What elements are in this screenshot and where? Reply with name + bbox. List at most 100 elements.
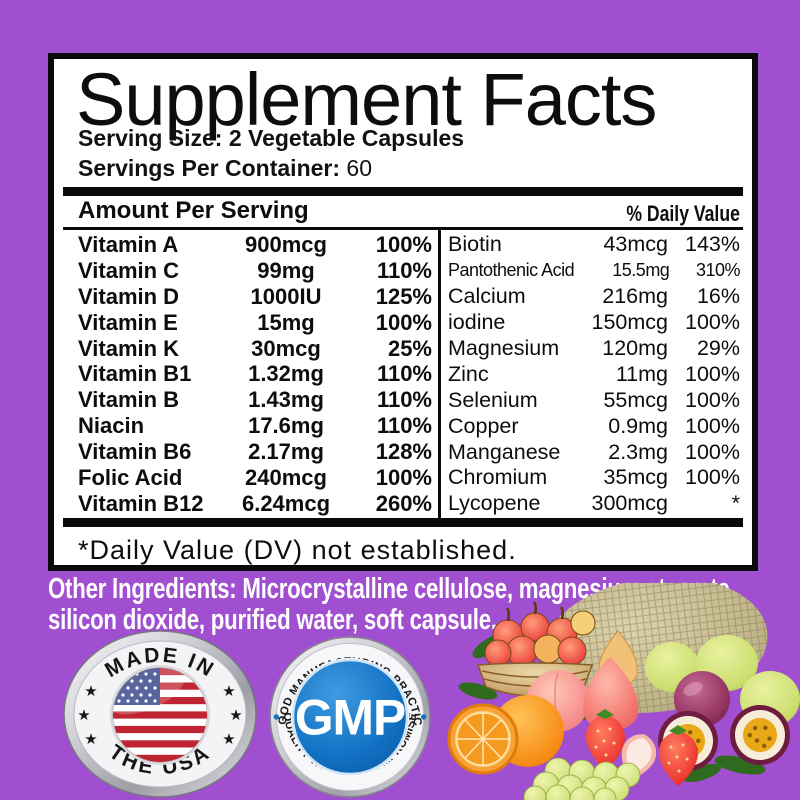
nutrient-dv: 128%: [375, 439, 432, 465]
nutrient-name: Vitamin B6: [78, 439, 192, 465]
nutrient-row: Vitamin B12 6.24mcg 260%: [78, 491, 432, 517]
nutrient-dv: *: [731, 491, 740, 516]
nutrient-amount: 1.43mg: [248, 387, 324, 413]
servings-label: Servings Per Container:: [78, 155, 341, 181]
nutrient-name: Lycopene: [448, 491, 541, 516]
nutrient-amount: 99mg: [257, 257, 315, 283]
dv-footnote: *Daily Value (DV) not established.: [78, 535, 517, 565]
svg-text:★: ★: [229, 707, 242, 724]
nutrient-dv: 110%: [376, 361, 432, 387]
amount-per-serving-header: Amount Per Serving: [78, 197, 309, 224]
nutrient-name: Vitamin E: [78, 309, 178, 335]
nutrient-dv: 100%: [685, 310, 740, 335]
nutrient-row: Folic Acid 240mcg 100%: [78, 465, 432, 491]
nutrient-name: Selenium: [448, 387, 538, 412]
nutrient-amount: 1.32mg: [248, 361, 324, 387]
nutrient-name: Copper: [448, 413, 519, 438]
nutrient-amount: 120mg: [602, 336, 668, 360]
made-in-usa-badge: MADE IN THE USA ★★★ ★★★: [63, 630, 257, 798]
svg-text:★: ★: [222, 731, 235, 748]
nutrient-name: Vitamin B12: [78, 490, 204, 516]
nutrient-amount: 6.24mcg: [241, 490, 331, 516]
nutrient-name: Biotin: [448, 232, 502, 257]
nutrient-amount: 15.5mg: [612, 260, 670, 281]
nutrient-row: Copper 0.9mg 100%: [448, 413, 740, 439]
nutrient-name: Vitamin A: [78, 231, 179, 257]
nutrient-dv: 110%: [376, 413, 432, 439]
nutrient-amount: 35mcg: [603, 465, 668, 490]
nutrient-row: Vitamin E 15mg 100%: [78, 310, 432, 336]
nutrient-amount: 300mcg: [591, 491, 669, 516]
nutrient-amount: 0.9mg: [608, 413, 668, 438]
nutrient-name: Zinc: [448, 361, 489, 386]
nutrient-dv: 100%: [685, 465, 740, 490]
nutrient-name: Magnesium: [448, 336, 560, 360]
nutrient-amount: 30mcg: [251, 335, 321, 361]
nutrient-row: Vitamin B1 1.32mg 110%: [78, 361, 432, 387]
nutrient-dv: 100%: [685, 361, 740, 386]
nutrient-dv: 100%: [685, 387, 740, 412]
nutrient-row: Magnesium 120mg 29%: [448, 336, 740, 362]
svg-text:★: ★: [84, 683, 97, 700]
nutrient-row: Vitamin D 1000IU 125%: [78, 284, 432, 310]
nutrient-amount: 43mcg: [603, 232, 668, 257]
nutrient-name: Vitamin K: [78, 335, 180, 361]
nutrient-name: Calcium: [448, 284, 526, 309]
servings-value: 60: [346, 155, 373, 181]
panel-title: Supplement Facts: [76, 58, 657, 141]
nutrient-row: Vitamin A 900mcg 100%: [78, 232, 432, 258]
nutrient-row: Zinc 11mg 100%: [448, 361, 740, 387]
column-divider: [438, 230, 441, 518]
nutrient-dv: 110%: [376, 387, 432, 413]
gmp-right-dot-icon: [420, 714, 427, 720]
supplement-facts-panel: Supplement Facts Serving Size: 2 Vegetab…: [48, 53, 758, 571]
nutrients-left: Vitamin A 900mcg 100% Vitamin C 99mg 110% Vita…: [78, 232, 432, 517]
nutrient-amount: 900mcg: [245, 231, 327, 257]
nutrient-name: Vitamin C: [78, 257, 180, 283]
nutrient-row: Pantothenic Acid 15.5mg 310%: [448, 258, 740, 284]
nutrient-row: Lycopene 300mcg *: [448, 491, 740, 517]
nutrient-dv: 143%: [685, 232, 740, 257]
orange-half-icon: [447, 703, 519, 775]
nutrients-right: Biotin 43mcg 143% Pantothenic Acid 15.5mg 310…: [448, 232, 740, 517]
pink-pear-icon: [583, 657, 639, 732]
fruits-illustration: [447, 583, 800, 800]
nutrient-row: Vitamin B6 2.17mg 128%: [78, 439, 432, 465]
nutrient-dv: 100%: [375, 464, 432, 490]
nutrient-dv: 100%: [685, 439, 740, 464]
nutrient-name: iodine: [448, 310, 506, 335]
nutrient-row: Manganese 2.3mg 100%: [448, 439, 740, 465]
nutrient-name: Vitamin D: [78, 283, 180, 309]
nutrient-row: Biotin 43mcg 143%: [448, 232, 740, 258]
svg-text:★: ★: [77, 707, 90, 724]
nutrient-row: Vitamin K 30mcg 25%: [78, 336, 432, 362]
nutrient-name: Niacin: [78, 413, 145, 439]
nutrient-amount: 55mcg: [603, 387, 668, 412]
thick-rule-top: [63, 187, 743, 196]
daily-value-header: % Daily Value: [626, 201, 740, 226]
nutrient-amount: 240mcg: [245, 464, 327, 490]
nutrient-dv: 310%: [695, 260, 741, 281]
nutrient-amount: 2.3mg: [608, 439, 668, 464]
nutrient-amount: 150mcg: [591, 310, 669, 335]
gmp-left-dot-icon: [273, 714, 280, 720]
nutrient-amount: 1000IU: [250, 283, 322, 309]
nutrient-dv: 100%: [375, 231, 432, 257]
nutrient-row: Niacin 17.6mg 110%: [78, 413, 432, 439]
nutrient-dv: 260%: [375, 490, 432, 516]
nutrient-name: Manganese: [448, 439, 561, 464]
nutrient-dv: 25%: [387, 335, 432, 361]
nutrient-amount: 216mg: [602, 284, 668, 309]
nutrient-name: Folic Acid: [78, 464, 183, 490]
green-grapes-icon: [523, 757, 641, 800]
nutrient-name: Pantothenic Acid: [448, 260, 575, 281]
nutrient-dv: 125%: [375, 283, 432, 309]
thin-rule: [63, 227, 743, 230]
nutrient-amount: 2.17mg: [248, 439, 324, 465]
svg-text:★: ★: [84, 731, 97, 748]
servings-per-container-line: Servings Per Container: 60: [78, 155, 372, 182]
nutrient-dv: 100%: [685, 413, 740, 438]
nutrient-amount: 17.6mg: [248, 413, 324, 439]
nutrient-amount: 15mg: [257, 309, 315, 335]
